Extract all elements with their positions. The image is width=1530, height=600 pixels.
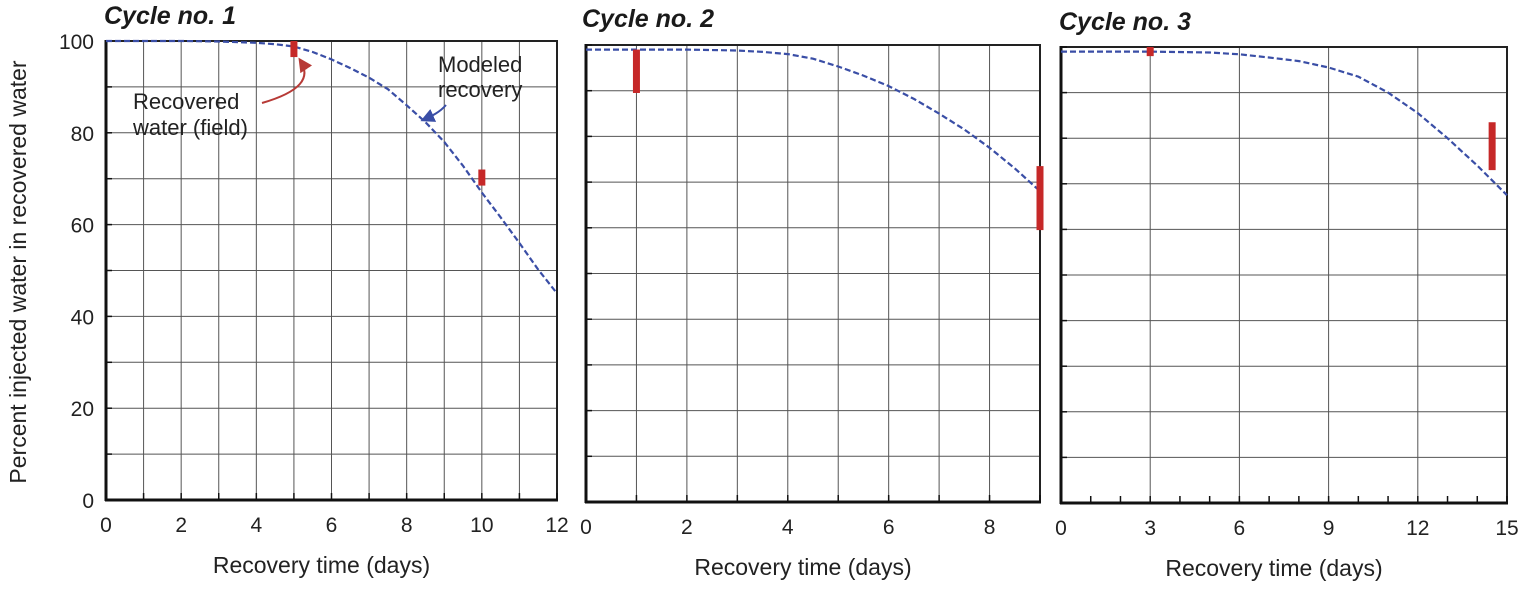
y-tick-label: 40: [71, 306, 94, 329]
x-axis-label: Recovery time (days): [694, 554, 911, 580]
x-tick-label: 12: [1406, 517, 1429, 540]
panel-title: Cycle no. 1: [104, 2, 236, 30]
panel-title: Cycle no. 2: [582, 5, 714, 33]
y-tick-label: 0: [82, 490, 94, 513]
x-tick-label: 4: [782, 516, 794, 539]
x-tick-label: 8: [401, 514, 413, 537]
modeled-recovery-line: [1061, 50, 1508, 196]
x-axis-label: Recovery time (days): [1165, 555, 1382, 581]
gridlines: [585, 44, 1041, 503]
chart-panel-3: Cycle no. 3 0 3 6 9 12 15 Recovery time (days): [1055, 8, 1519, 581]
panel-title: Cycle no. 3: [1059, 8, 1191, 36]
x-tick-label: 6: [883, 516, 895, 539]
x-tick-label: 15: [1495, 517, 1518, 540]
x-tick-label: 8: [984, 516, 996, 539]
x-tick-label: 0: [1055, 517, 1067, 540]
recovered-water-bar: [1488, 122, 1496, 171]
recovered-water-bar: [290, 41, 298, 58]
x-axis-label: Recovery time (days): [213, 552, 430, 578]
y-tick-label: 20: [71, 398, 94, 421]
x-tick-label: 0: [100, 514, 112, 537]
y-axis-label: Percent injected water in recovered wate…: [5, 60, 31, 483]
x-tick-label: 2: [175, 514, 187, 537]
recovered-water-label-line2: water (field): [132, 115, 248, 140]
y-tick-label: 80: [71, 123, 94, 146]
x-tick-label: 9: [1323, 517, 1335, 540]
modeled-recovery-label-line2: recovery: [438, 77, 522, 102]
recovered-water-bar: [1036, 166, 1044, 231]
modeled-recovery-line: [106, 39, 558, 295]
recovered-water-bar: [632, 49, 640, 93]
modeled-recovery-arrow: [420, 104, 447, 122]
x-tick-label: 0: [580, 516, 592, 539]
x-tick-label: 6: [326, 514, 338, 537]
x-tick-label: 10: [470, 514, 493, 537]
chart-panel-2: Cycle no. 2 0 2 4 6 8 Recovery time (days): [580, 5, 1044, 580]
y-tick-label: 60: [71, 215, 94, 238]
y-tick-label: 100: [59, 31, 94, 54]
x-tick-label: 3: [1144, 517, 1156, 540]
gridlines: [1060, 46, 1508, 504]
chart-panel-1: Cycle no. 1 0 2 4 6 8 10 12 0 20 40 60 80 100 Recovery…: [59, 2, 569, 578]
recovered-water-label-line1: Recovered: [133, 89, 239, 114]
recovered-water-arrow: [261, 57, 313, 104]
x-tick-label: 4: [250, 514, 262, 537]
modeled-recovery-label-line1: Modeled: [438, 52, 522, 77]
x-tick-label: 6: [1234, 517, 1246, 540]
recovered-water-bar: [478, 169, 486, 186]
x-tick-label: 2: [681, 516, 693, 539]
recovered-water-bar: [1146, 47, 1154, 57]
x-tick-label: 12: [545, 514, 568, 537]
modeled-recovery-line: [586, 48, 1041, 193]
